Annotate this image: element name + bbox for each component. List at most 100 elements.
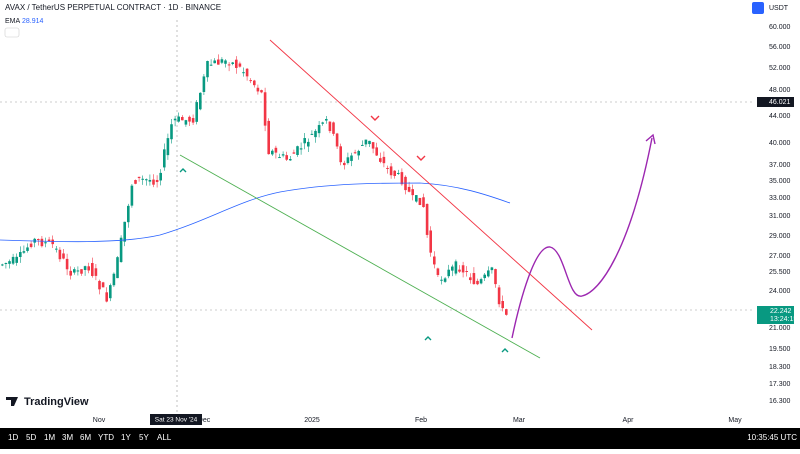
- time-label: Apr: [623, 417, 635, 424]
- candle: [339, 146, 342, 163]
- candle: [415, 195, 418, 202]
- candle: [443, 278, 447, 282]
- candle: [361, 144, 364, 146]
- candle: [137, 176, 141, 179]
- candle: [109, 285, 112, 299]
- candle: [447, 269, 450, 277]
- candle: [285, 155, 288, 160]
- crosshair-date: Sat 23 Nov '24: [155, 417, 198, 424]
- candle: [195, 102, 198, 122]
- time-label: Feb: [415, 417, 427, 424]
- candle: [451, 266, 454, 271]
- candle: [91, 263, 94, 276]
- indicator-name: EMA: [5, 18, 21, 25]
- range-button[interactable]: 1M: [44, 433, 55, 442]
- candle: [296, 146, 299, 155]
- candle: [19, 252, 22, 258]
- range-button[interactable]: 1Y: [121, 433, 131, 442]
- candle: [429, 230, 432, 253]
- candle: [353, 152, 357, 154]
- candle: [80, 269, 83, 274]
- candle: [202, 76, 206, 92]
- candle: [368, 140, 371, 145]
- candle: [87, 266, 90, 271]
- range-button[interactable]: ALL: [157, 433, 172, 442]
- candle: [289, 159, 292, 161]
- collapse-button[interactable]: [4, 27, 20, 38]
- candle: [382, 156, 386, 164]
- time-axis: Nov Dec 2025 Feb Mar Apr May: [93, 417, 742, 424]
- price-label: 27.000: [769, 253, 791, 260]
- candle: [472, 273, 476, 285]
- candle: [62, 253, 65, 259]
- candle: [227, 64, 231, 66]
- candle: [159, 172, 162, 181]
- candle: [407, 186, 411, 192]
- candle: [479, 279, 483, 284]
- candle: [469, 277, 472, 281]
- symbol: AVAX / TetherUS PERPETUAL CONTRACT · 1D …: [5, 3, 221, 12]
- crosshair-badge: [150, 414, 202, 425]
- candle: [307, 141, 310, 147]
- indicator-value: 28.914: [22, 18, 44, 25]
- candle: [303, 138, 306, 144]
- candle: [292, 152, 296, 154]
- candle: [58, 249, 62, 260]
- candle: [127, 205, 130, 223]
- candle: [245, 68, 249, 77]
- candle: [271, 150, 274, 155]
- price-label: 29.000: [769, 233, 791, 240]
- candle: [274, 147, 278, 153]
- candle: [242, 72, 245, 74]
- price-label: 25.500: [769, 269, 791, 276]
- candle: [177, 116, 180, 122]
- candle: [422, 197, 425, 208]
- support-line: [179, 154, 541, 359]
- candle: [209, 64, 213, 66]
- candle: [483, 274, 486, 279]
- price-label: 21.000: [769, 325, 791, 332]
- candle: [490, 267, 494, 271]
- candle: [8, 261, 11, 264]
- logo-icon: [6, 397, 18, 406]
- candle: [433, 256, 436, 265]
- candle: [343, 162, 346, 166]
- candle: [317, 125, 321, 134]
- candle: [83, 266, 87, 270]
- candle: [213, 60, 216, 64]
- candle: [281, 154, 285, 156]
- candle: [217, 59, 220, 65]
- candle: [386, 167, 389, 169]
- candle: [65, 258, 69, 270]
- candle: [15, 256, 18, 263]
- marker-price: 46.021: [769, 99, 791, 106]
- candle: [37, 239, 40, 241]
- range-button[interactable]: 5Y: [139, 433, 149, 442]
- settings-button[interactable]: [752, 2, 764, 14]
- arrow-head: [645, 133, 656, 145]
- candle: [145, 179, 148, 181]
- candle: [4, 263, 8, 265]
- time-label: Dec: [198, 417, 211, 424]
- currency[interactable]: USDT: [769, 5, 789, 12]
- last-price-badge: [757, 306, 794, 324]
- range-button[interactable]: 1D: [8, 433, 18, 442]
- candle: [40, 238, 44, 247]
- candle: [11, 256, 15, 264]
- candle: [260, 90, 263, 93]
- range-button[interactable]: 6M: [80, 433, 91, 442]
- range-button[interactable]: YTD: [98, 433, 114, 442]
- candle: [119, 237, 123, 263]
- candle: [105, 292, 108, 302]
- candle: [325, 118, 328, 121]
- time-label: Nov: [93, 417, 106, 424]
- range-button[interactable]: 5D: [26, 433, 36, 442]
- candle: [454, 261, 458, 274]
- signals: [179, 115, 509, 353]
- range-buttons: 1D 5D 1M 3M 6M YTD 1Y 5Y ALL: [8, 433, 172, 442]
- candle: [231, 62, 234, 64]
- time-label: 2025: [304, 417, 320, 424]
- candle: [397, 172, 400, 174]
- range-button[interactable]: 3M: [62, 433, 73, 442]
- candle: [148, 179, 152, 182]
